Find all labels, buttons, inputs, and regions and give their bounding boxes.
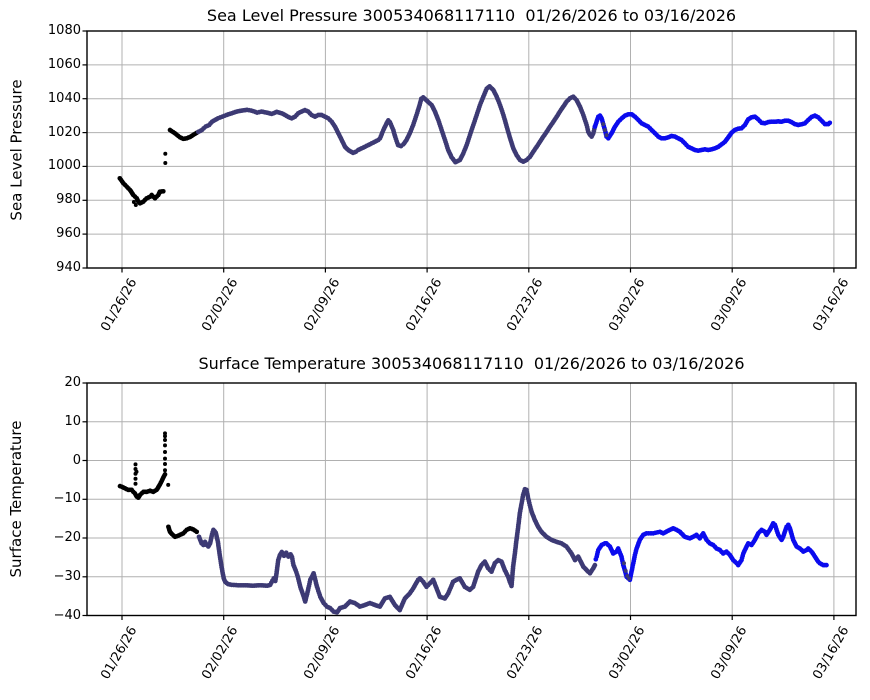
series-mid-segment [195,84,598,165]
y-tick-label: 1060 [47,56,81,72]
y-tick-label: 940 [56,260,81,275]
series-mid-overlap-dots [622,561,632,581]
axes-surface-temperature [82,382,857,620]
y-tick-label: −20 [53,530,81,545]
series-early-segment-2 [167,127,200,142]
y-tick-label: 960 [56,226,81,242]
y-tick-label: 1080 [47,23,81,38]
series-spike-dots-1 [133,462,139,486]
series-mid-overlap-dots [601,122,609,138]
y-tick-label: 10 [64,413,81,429]
y-tick-label: 20 [64,375,81,390]
series-transition-dots [163,151,168,165]
temperature-chart-title: Surface Temperature 300534068117110 01/2… [198,354,745,373]
series-recent-segment [592,111,833,154]
y-tick-label: 1000 [47,158,81,174]
y-tick-label: 1040 [47,90,81,106]
series-recent-segment [593,520,829,583]
y-tick-label: 1020 [47,124,81,140]
y-tick-label: 0 [72,452,81,468]
axes-spines [86,30,857,269]
axes-sea-level-pressure [82,30,857,273]
series-mid-segment [196,486,598,615]
y-tick-label: −40 [53,607,81,623]
y-tick-label: −30 [53,568,81,584]
series-early-segment-1 [117,472,168,501]
y-tick-label: −10 [53,491,81,507]
series-early-stray-dots [131,200,138,207]
pressure-chart-title: Sea Level Pressure 300534068117110 01/26… [206,6,737,25]
series-early-segment-2 [166,524,200,540]
y-tick-label: 980 [56,192,81,208]
series-early-segment-1 [117,175,166,206]
series-spike-dots-2 [163,431,171,487]
